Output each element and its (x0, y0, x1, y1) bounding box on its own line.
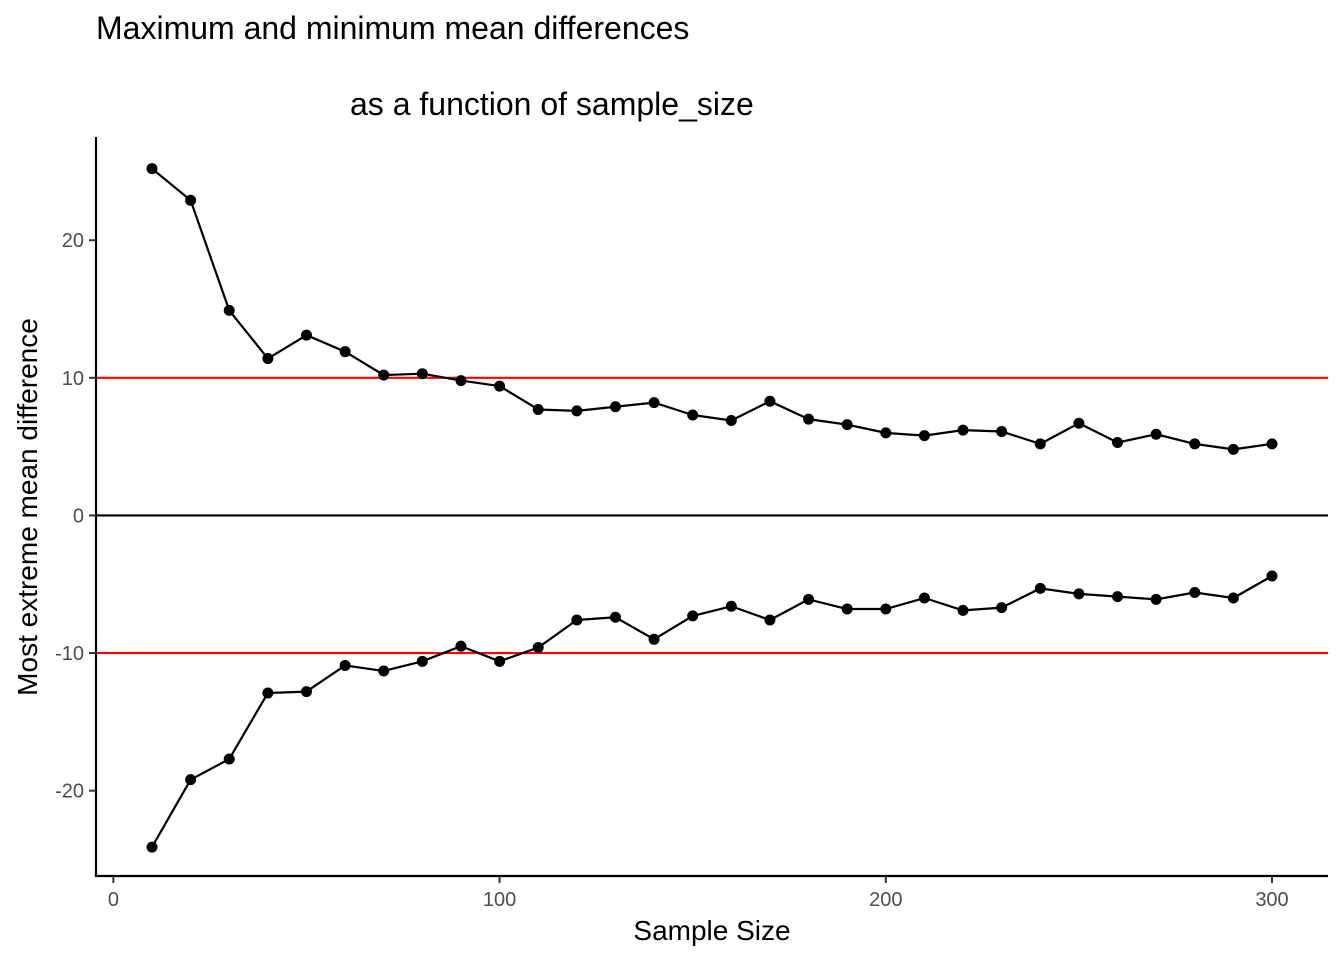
y-tick-label: -20 (55, 781, 84, 803)
data-point-min (1150, 593, 1162, 605)
x-tick-label: 0 (108, 889, 119, 911)
series-layer (146, 163, 1278, 853)
data-point-min (300, 686, 312, 698)
data-point-min (1034, 582, 1046, 594)
y-tick-label: 20 (62, 230, 84, 252)
data-point-min (378, 665, 390, 677)
data-point-max (764, 395, 776, 407)
data-point-max (957, 424, 969, 436)
data-point-min (571, 614, 583, 626)
data-point-max (262, 353, 274, 365)
data-point-max (841, 419, 853, 431)
data-point-max (648, 397, 660, 409)
data-point-max (223, 304, 235, 316)
data-point-min (1227, 592, 1239, 604)
data-point-max (1034, 438, 1046, 450)
data-point-max (803, 413, 815, 425)
data-point-min (725, 600, 737, 612)
data-point-max (378, 369, 390, 381)
data-point-max (146, 163, 158, 175)
data-point-max (494, 380, 506, 392)
data-point-max (1227, 443, 1239, 455)
data-point-min (455, 640, 467, 652)
data-point-min (996, 602, 1008, 614)
data-point-max (1073, 417, 1085, 429)
data-point-max (300, 329, 312, 341)
data-point-max (339, 346, 351, 358)
chart-title: Maximum and minimum mean differences (96, 10, 690, 46)
data-point-min (339, 659, 351, 671)
chart-subtitle: as a function of sample_size (350, 86, 754, 122)
data-point-min (1266, 570, 1278, 582)
data-point-min (532, 642, 544, 654)
data-point-max (725, 414, 737, 426)
series-line-min (151, 575, 1273, 848)
data-point-min (880, 603, 892, 615)
data-point-max (455, 375, 467, 387)
data-point-min (687, 610, 699, 622)
data-point-min (803, 593, 815, 605)
data-point-min (957, 604, 969, 616)
data-point-max (532, 403, 544, 415)
reference-lines (96, 376, 1328, 655)
data-point-max (609, 401, 621, 413)
y-axis-title: Most extreme mean difference (12, 318, 43, 696)
data-point-min (609, 611, 621, 623)
y-tick-label: 0 (73, 505, 84, 527)
data-point-max (1189, 438, 1201, 450)
data-point-min (185, 774, 197, 786)
y-tick-label: 10 (62, 368, 84, 390)
data-point-min (918, 592, 930, 604)
x-axis-title: Sample Size (633, 915, 790, 946)
data-point-min (262, 687, 274, 699)
data-point-max (571, 405, 583, 417)
data-point-max (1266, 438, 1278, 450)
data-point-min (146, 841, 158, 853)
data-point-min (494, 655, 506, 667)
data-point-min (648, 633, 660, 645)
y-tick-label: -10 (55, 643, 84, 665)
data-point-max (1150, 428, 1162, 440)
x-tick-label: 200 (869, 889, 902, 911)
data-point-max (1112, 437, 1124, 449)
data-point-min (841, 603, 853, 615)
x-tick-label: 300 (1255, 889, 1288, 911)
axes: 0 100 200 300 -20 -10 0 10 20 (55, 137, 1328, 911)
data-point-min (1073, 588, 1085, 600)
data-point-max (185, 194, 197, 206)
data-point-min (1112, 591, 1124, 603)
data-point-min (764, 614, 776, 626)
data-point-max (880, 427, 892, 439)
data-point-max (687, 409, 699, 421)
data-point-max (416, 368, 428, 380)
data-point-max (918, 430, 930, 442)
data-point-min (416, 655, 428, 667)
x-tick-label: 100 (483, 889, 516, 911)
data-point-min (1189, 587, 1201, 599)
series-line-max (151, 167, 1273, 451)
data-point-min (223, 753, 235, 765)
data-point-max (996, 425, 1008, 437)
